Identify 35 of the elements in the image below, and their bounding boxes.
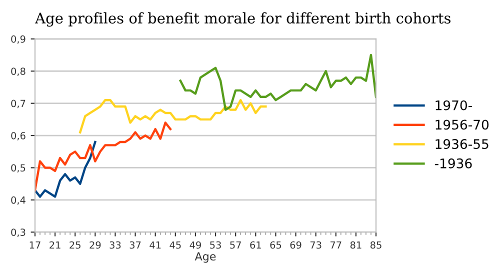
x-tick-label: 53 bbox=[210, 241, 221, 249]
y-tick-label: 0,5 bbox=[11, 164, 26, 173]
x-tick-label: 33 bbox=[110, 241, 121, 249]
x-tick-label: 77 bbox=[330, 241, 342, 249]
x-tick-label: 81 bbox=[350, 241, 362, 249]
x-tick-label: 29 bbox=[90, 241, 101, 249]
x-tick-label: 25 bbox=[70, 241, 80, 249]
y-tick-label: 0,7 bbox=[11, 100, 26, 108]
legend-label: 1936-55 bbox=[436, 139, 488, 150]
legend-label: 1956-70 bbox=[436, 120, 489, 130]
y-tick-label: 0,6 bbox=[11, 132, 26, 140]
legend-label: -1936 bbox=[434, 158, 472, 168]
x-tick-label: 69 bbox=[290, 241, 302, 249]
x-tick-label: 41 bbox=[150, 241, 161, 249]
y-tick-label: 0,8 bbox=[11, 68, 26, 76]
line-series bbox=[35, 122, 172, 192]
legend-label: 1970- bbox=[436, 100, 472, 110]
x-tick-label: 17 bbox=[30, 241, 40, 249]
y-tick-label: 0,3 bbox=[11, 228, 26, 237]
x-tick-label: 49 bbox=[190, 241, 201, 249]
x-tick-label: 21 bbox=[50, 241, 60, 249]
x-tick-label: 85 bbox=[370, 241, 382, 249]
x-tick-label: 37 bbox=[130, 241, 141, 249]
x-tick-label: 65 bbox=[270, 241, 282, 249]
x-tick-label: 57 bbox=[230, 241, 241, 249]
line-series bbox=[35, 140, 96, 198]
line-series bbox=[179, 54, 376, 111]
x-tick-label: 45 bbox=[170, 241, 181, 249]
line-series bbox=[79, 98, 267, 134]
y-tick-label: 0,9 bbox=[11, 35, 26, 44]
x-axis-title: Age bbox=[194, 252, 216, 263]
x-tick-label: 61 bbox=[250, 241, 261, 249]
chart-title: Age profiles of benefit morale for different birth cohorts bbox=[34, 12, 451, 27]
y-tick-label: 0,4 bbox=[11, 196, 26, 205]
x-tick-label: 73 bbox=[310, 241, 322, 249]
